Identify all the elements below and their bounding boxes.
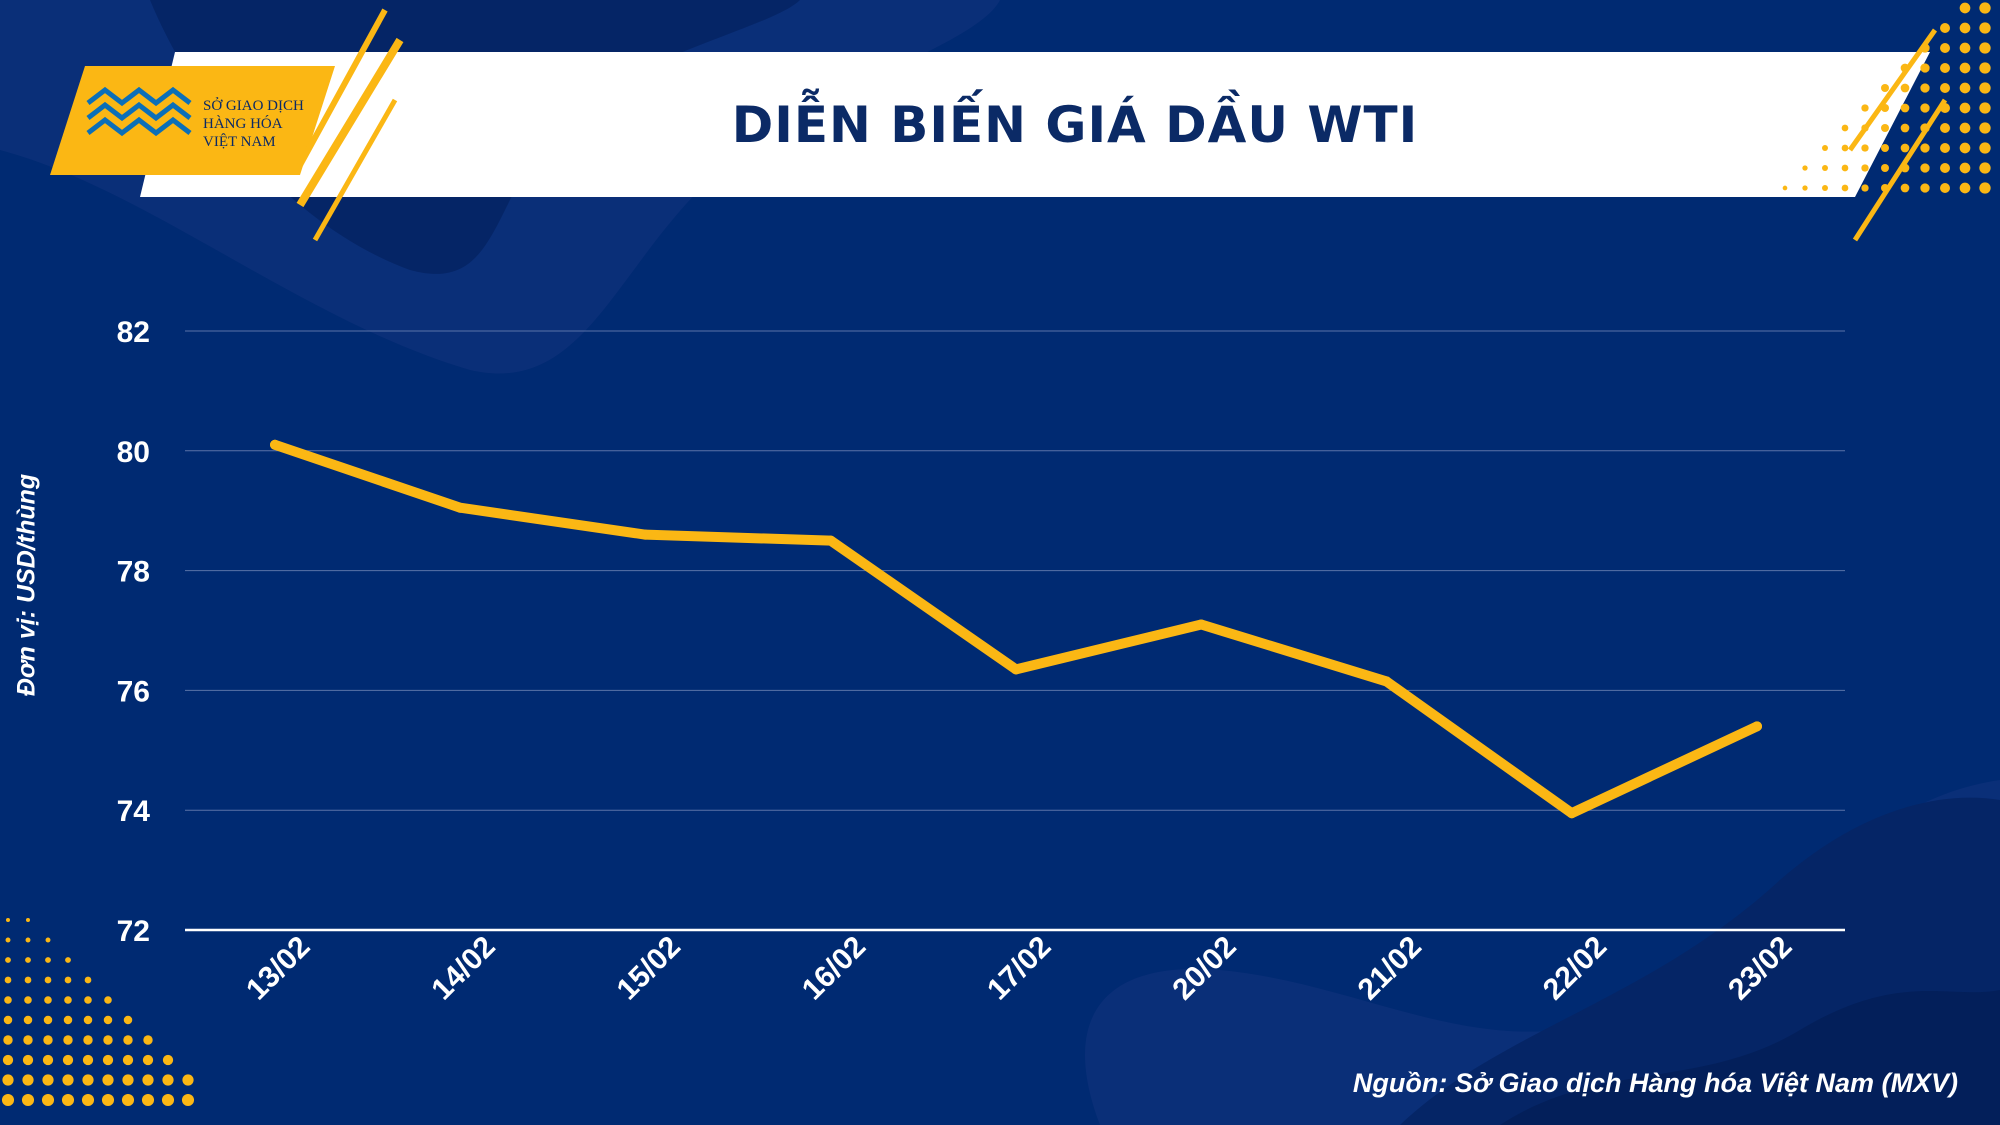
data-point <box>1566 808 1577 819</box>
series-layer <box>270 439 1762 819</box>
y-tick-label: 78 <box>117 556 150 589</box>
data-point <box>1011 664 1021 675</box>
y-tick-label: 80 <box>117 436 150 469</box>
source-note: Nguồn: Sở Giao dịch Hàng hóa Việt Nam (M… <box>1352 1068 1958 1098</box>
y-axis-label: Đơn vị: USD/thùng <box>12 473 41 697</box>
x-axis-ticks: 13/02 14/02 15/02 16/02 17/02 20/02 21/02 22/02… <box>240 930 1798 1006</box>
x-tick-label: 14/02 <box>425 930 501 1006</box>
logo-line-2: HÀNG HÓA <box>203 116 283 132</box>
data-point <box>1752 721 1762 732</box>
logo-line-1: SỞ GIAO DỊCH <box>203 98 304 114</box>
x-tick-label: 13/02 <box>240 930 316 1006</box>
x-tick-label: 22/02 <box>1537 930 1613 1006</box>
page-title: DIỄN BIẾN GIÁ DẦU WTI <box>731 95 1419 154</box>
logo-line-3: VIỆT NAM <box>203 134 276 150</box>
y-tick-label: 72 <box>117 915 150 948</box>
y-axis-ticks: 72 74 76 78 80 82 <box>117 316 151 948</box>
logo-text: SỞ GIAO DỊCH HÀNG HÓA VIỆT NAM <box>203 97 333 151</box>
y-tick-label: 82 <box>117 316 150 349</box>
logo-block <box>50 66 335 175</box>
data-point <box>640 529 651 540</box>
header-band <box>140 52 1930 197</box>
x-tick-label: 21/02 <box>1352 930 1428 1006</box>
x-tick-label: 23/02 <box>1722 930 1798 1006</box>
data-point <box>270 439 280 450</box>
logo-icon <box>86 86 192 137</box>
x-tick-label: 16/02 <box>796 930 872 1006</box>
y-tick-label: 74 <box>117 795 151 828</box>
data-point <box>825 535 836 546</box>
y-tick-label: 76 <box>117 675 150 708</box>
x-tick-label: 20/02 <box>1166 930 1242 1006</box>
data-point <box>455 502 466 513</box>
data-point <box>1381 676 1392 687</box>
x-tick-label: 15/02 <box>611 930 687 1006</box>
x-tick-label: 17/02 <box>981 930 1057 1006</box>
data-point <box>1196 619 1207 630</box>
series-line <box>270 439 1762 819</box>
grid-lines <box>185 330 1845 932</box>
